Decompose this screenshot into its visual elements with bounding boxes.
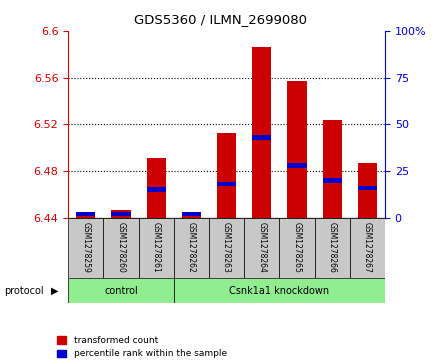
Text: GSM1278265: GSM1278265	[293, 222, 301, 273]
Text: ▶: ▶	[51, 286, 58, 296]
Text: control: control	[104, 286, 138, 296]
Bar	[350, 218, 385, 278]
Bar	[358, 185, 377, 190]
Bar	[279, 218, 315, 278]
Bar	[252, 135, 271, 140]
Text: GSM1278260: GSM1278260	[117, 222, 125, 273]
Bar	[323, 178, 342, 183]
Text: GSM1278262: GSM1278262	[187, 223, 196, 273]
Legend: transformed count, percentile rank within the sample: transformed count, percentile rank withi…	[57, 336, 227, 359]
Bar	[111, 212, 131, 216]
Bar	[217, 182, 236, 187]
Bar	[68, 218, 103, 278]
Bar	[182, 212, 201, 216]
Bar	[209, 218, 244, 278]
Bar	[111, 209, 131, 218]
Text: GSM1278261: GSM1278261	[152, 223, 161, 273]
Bar	[174, 218, 209, 278]
Bar	[147, 158, 166, 218]
Bar	[358, 163, 377, 218]
Bar	[182, 214, 201, 218]
Bar	[76, 212, 95, 216]
Text: GDS5360 / ILMN_2699080: GDS5360 / ILMN_2699080	[133, 13, 307, 26]
Bar	[217, 132, 236, 218]
Bar	[76, 214, 95, 218]
Bar	[147, 187, 166, 192]
Bar	[287, 81, 307, 218]
Text: Csnk1a1 knockdown: Csnk1a1 knockdown	[229, 286, 330, 296]
Bar	[103, 218, 139, 278]
Bar	[68, 278, 174, 303]
Bar	[315, 218, 350, 278]
Text: GSM1278266: GSM1278266	[328, 222, 337, 273]
Bar	[252, 47, 271, 218]
Text: GSM1278263: GSM1278263	[222, 222, 231, 273]
Bar	[139, 218, 174, 278]
Text: GSM1278267: GSM1278267	[363, 222, 372, 273]
Bar	[244, 218, 279, 278]
Text: protocol: protocol	[4, 286, 44, 296]
Text: GSM1278264: GSM1278264	[257, 222, 266, 273]
Text: GSM1278259: GSM1278259	[81, 222, 90, 273]
Bar	[174, 278, 385, 303]
Bar	[287, 163, 307, 168]
Bar	[323, 120, 342, 218]
